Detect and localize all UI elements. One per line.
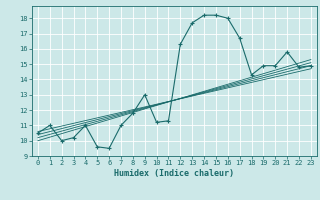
X-axis label: Humidex (Indice chaleur): Humidex (Indice chaleur) [115,169,234,178]
